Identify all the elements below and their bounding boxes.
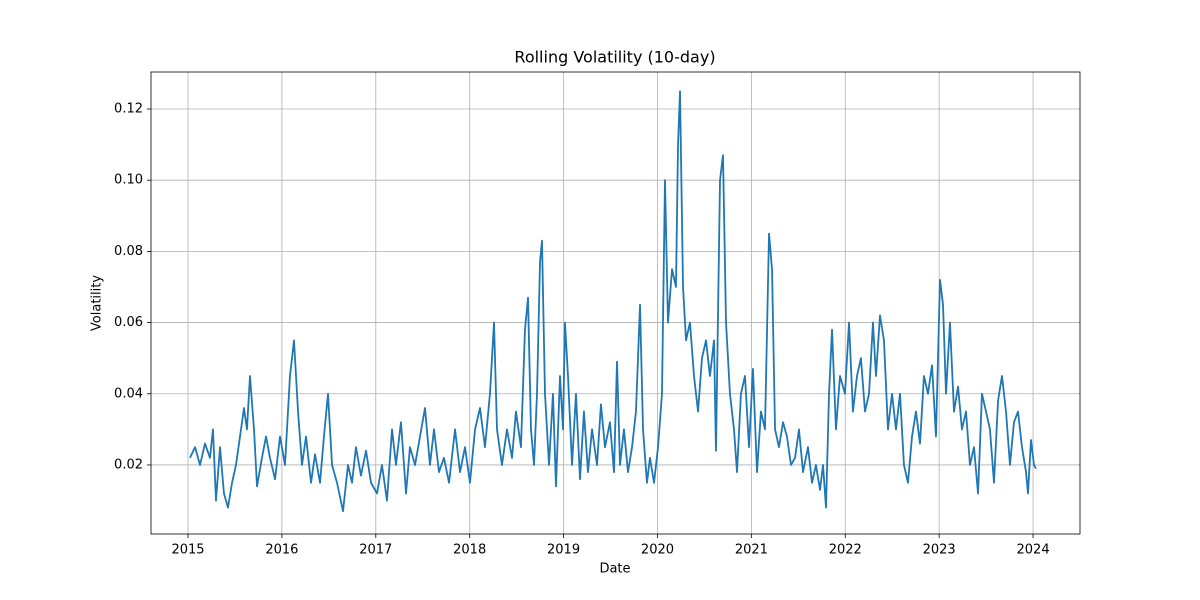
y-tick-label: 0.10 [114,173,143,188]
x-tick-label: 2022 [829,543,862,558]
y-tick-label: 0.12 [114,102,143,117]
y-tick-label: 0.02 [114,457,143,472]
y-tick-label: 0.08 [114,244,143,259]
x-tick-label: 2016 [265,543,298,558]
volatility-line [189,90,1037,513]
x-tick-label: 2020 [641,543,674,558]
x-tick-label: 2015 [171,543,204,558]
x-tick-label: 2024 [1017,543,1050,558]
y-axis-label: Volatility [90,275,105,331]
x-axis-label: Date [599,562,630,577]
x-tick-label: 2019 [547,543,580,558]
x-tick-label: 2023 [923,543,956,558]
chart-title: Rolling Volatility (10-day) [514,48,715,67]
plot-frame [150,71,1081,535]
x-tick-label: 2021 [735,543,768,558]
y-tick-label: 0.06 [114,315,143,330]
y-tick-label: 0.04 [114,386,143,401]
x-tick-label: 2018 [453,543,486,558]
x-tick-label: 2017 [359,543,392,558]
